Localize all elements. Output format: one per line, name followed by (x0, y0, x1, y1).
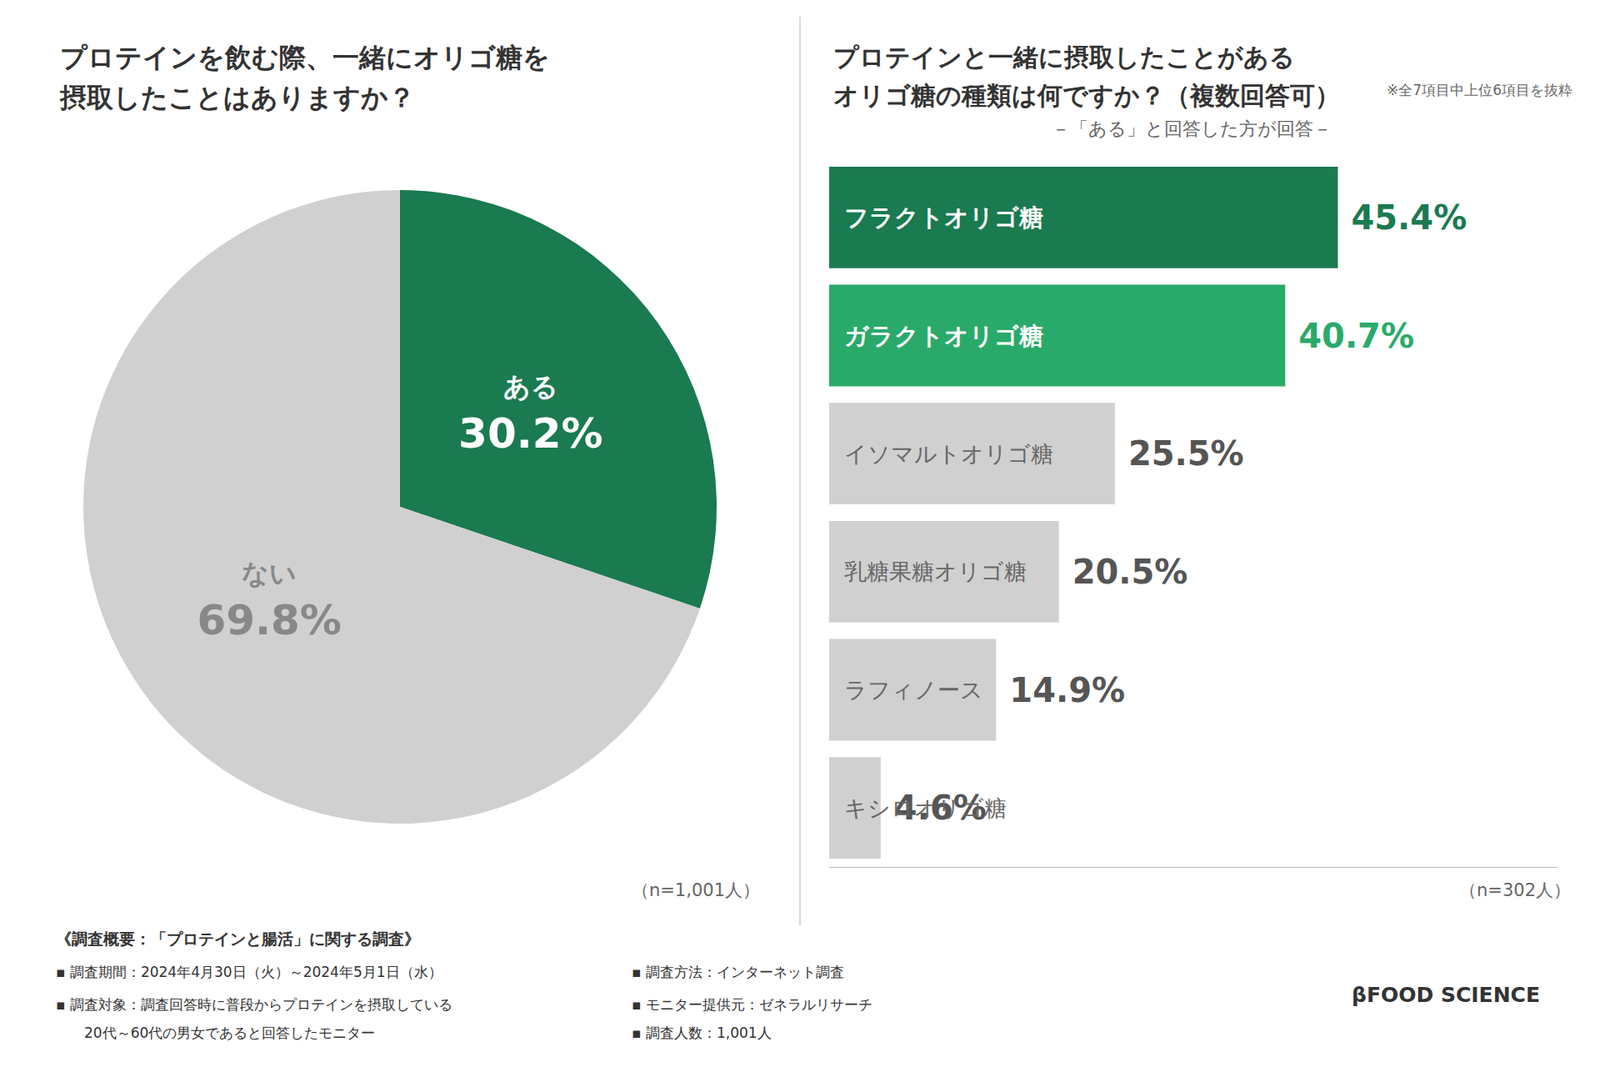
svg-text:▪ 調査期間：2024年4月30日（火）～2024年5月1日: ▪ 調査期間：2024年4月30日（火）～2024年5月1日（水） (55, 963, 443, 980)
svg-text:オリゴ糖の種類は何ですか？（複数回答可）: オリゴ糖の種類は何ですか？（複数回答可） (833, 80, 1340, 110)
svg-text:69.8%: 69.8% (196, 595, 341, 645)
svg-text:45.4%: 45.4% (1350, 198, 1467, 237)
svg-text:20.5%: 20.5% (1072, 552, 1189, 591)
svg-text:（n=1,001人）: （n=1,001人） (631, 880, 760, 900)
svg-text:ある: ある (503, 370, 559, 403)
svg-text:－「ある」と回答した方が回答－: －「ある」と回答した方が回答－ (1051, 118, 1332, 140)
svg-text:プロテインと一緒に摂取したことがある: プロテインと一緒に摂取したことがある (833, 42, 1295, 72)
svg-text:14.9%: 14.9% (1009, 670, 1125, 710)
svg-text:（n=302人）: （n=302人） (1459, 880, 1571, 900)
svg-text:ラフィノース: ラフィノース (844, 676, 984, 703)
svg-text:30.2%: 30.2% (458, 409, 603, 458)
svg-text:※全7項目中上位6項目を抜粋: ※全7項目中上位6項目を抜粋 (1386, 81, 1573, 99)
svg-text:《調査概要：「プロテインと腸活」に関する調査》: 《調査概要：「プロテインと腸活」に関する調査》 (55, 929, 420, 948)
svg-text:βFOOD SCIENCE: βFOOD SCIENCE (1351, 982, 1540, 1007)
svg-text:ガラクトオリゴ糖: ガラクトオリゴ糖 (844, 321, 1044, 350)
svg-text:摂取したことはありますか？: 摂取したことはありますか？ (59, 81, 415, 114)
svg-text:20代～60代の男女であると回答したモニター: 20代～60代の男女であると回答したモニター (55, 1024, 375, 1041)
svg-text:▪ モニター提供元：ゼネラルリサーチ: ▪ モニター提供元：ゼネラルリサーチ (631, 995, 873, 1013)
svg-text:イソマルトオリゴ糖: イソマルトオリゴ糖 (844, 440, 1054, 467)
svg-text:プロテインを飲む際、一緒にオリゴ糖を: プロテインを飲む際、一緒にオリゴ糖を (60, 41, 550, 74)
svg-text:40.7%: 40.7% (1298, 316, 1415, 355)
svg-text:キシロオリゴ糖: キシロオリゴ糖 (844, 795, 1007, 821)
svg-text:▪ 調査対象：調査回答時に普段からプロテインを摂取している: ▪ 調査対象：調査回答時に普段からプロテインを摂取している (55, 995, 453, 1013)
svg-text:25.5%: 25.5% (1128, 434, 1245, 473)
svg-text:乳糖果糖オリゴ糖: 乳糖果糖オリゴ糖 (844, 558, 1027, 585)
svg-text:▪ 調査方法：インターネット調査: ▪ 調査方法：インターネット調査 (631, 963, 845, 980)
svg-text:フラクトオリゴ糖: フラクトオリゴ糖 (844, 203, 1044, 232)
svg-text:▪ 調査人数：1,001人: ▪ 調査人数：1,001人 (631, 1024, 772, 1041)
svg-text:ない: ない (241, 557, 297, 590)
